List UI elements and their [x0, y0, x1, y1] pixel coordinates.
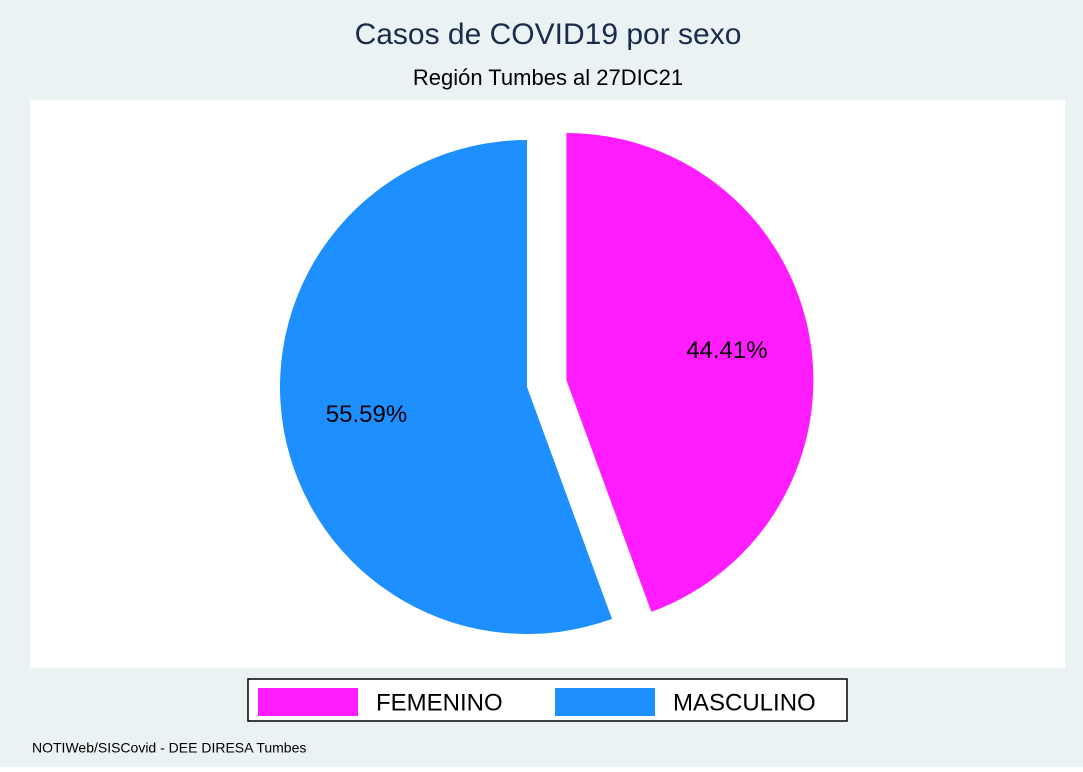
chart-subtitle: Región Tumbes al 27DIC21 — [413, 65, 683, 90]
legend-label: MASCULINO — [673, 689, 816, 716]
source-note: NOTIWeb/SISCovid - DEE DIRESA Tumbes — [32, 740, 306, 756]
chart-title: Casos de COVID19 por sexo — [355, 18, 742, 51]
slice-label: 55.59% — [326, 401, 407, 428]
slice-label: 44.41% — [686, 337, 767, 364]
legend-swatch — [555, 688, 655, 716]
legend-label: FEMENINO — [376, 689, 503, 716]
pie-slice — [566, 133, 814, 612]
legend-swatch — [258, 688, 358, 716]
pie-slice — [280, 140, 612, 634]
